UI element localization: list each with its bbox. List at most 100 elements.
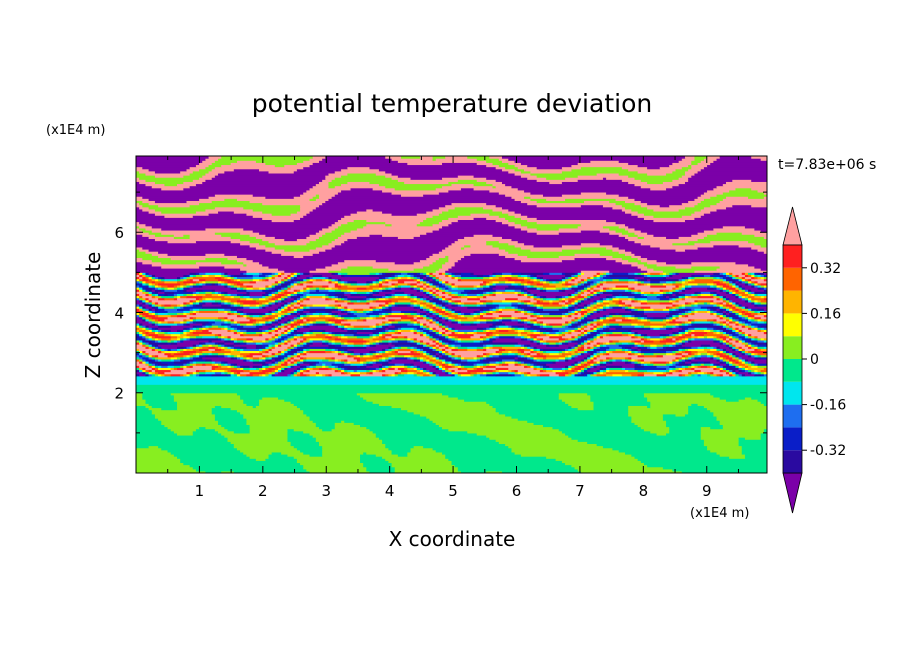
field-cell [382,306,386,309]
field-cell [536,363,547,366]
field-cell [524,327,528,330]
field-cell [284,358,289,362]
field-cell [423,367,427,371]
field-cell [587,369,598,373]
field-cell [470,373,475,377]
field-cell [492,346,503,349]
field-cell [385,312,389,316]
field-cell [287,325,292,328]
field-cell [492,405,572,409]
field-cell [249,428,289,432]
field-cell [161,365,169,368]
field-cell [271,291,276,294]
field-cell [574,371,579,375]
field-cell [593,348,598,352]
field-cell [738,327,749,330]
field-cell [136,358,140,362]
field-cell [546,322,550,326]
field-cell [432,310,437,313]
field-cell [142,396,175,400]
field-cell [240,350,260,354]
field-cell [429,346,434,349]
field-cell [520,346,525,349]
field-cell [397,367,405,371]
field-cell [438,297,443,301]
field-cell [442,291,446,294]
field-cell [167,449,241,453]
field-cell [719,312,724,316]
field-cell [148,358,153,362]
field-cell [612,306,623,309]
field-cell [287,360,292,364]
field-cell [221,363,225,366]
field-cell [590,327,595,330]
field-cell [442,348,446,352]
field-cell [416,346,421,349]
field-cell [659,339,677,343]
field-cell [669,295,677,299]
field-cell [136,322,140,326]
field-cell [735,318,740,322]
field-cell [161,329,165,332]
field-cell [498,318,503,322]
field-cell [221,327,225,330]
field-cell [429,373,434,377]
field-cell [255,325,260,328]
field-cell [501,308,516,311]
field-cell [334,312,339,316]
field-cell [536,373,541,377]
field-cell [489,354,494,358]
field-cell [410,295,415,299]
field-cell [259,399,285,402]
field-cell [177,341,200,345]
field-cell [151,409,213,413]
field-cell [476,358,481,362]
field-cell [429,363,434,366]
field-cell [754,310,759,313]
field-cell [675,333,680,337]
field-cell [322,337,330,341]
field-cell [678,350,683,354]
field-cell [587,310,591,313]
field-cell [341,339,348,343]
field-cell [716,418,767,421]
field-cell [413,318,418,322]
field-cell [347,344,355,347]
field-cell [360,293,371,297]
field-cell [423,312,427,316]
field-cell [634,360,639,364]
field-cell [344,316,352,320]
field-cell [675,341,680,345]
field-cell [287,439,317,442]
field-cell [262,314,266,318]
field-cell [763,339,767,343]
field-cell [476,367,484,371]
field-cell [293,310,298,313]
field-cell [517,325,525,328]
field-cell [268,371,273,375]
field-cell [530,320,535,324]
field-cell [580,327,585,330]
field-cell [419,308,424,311]
field-cell [587,354,591,358]
field-cell [527,346,531,349]
field-cell [366,358,374,362]
field-cell [432,420,528,423]
field-cell [539,365,544,368]
field-cell [533,303,538,307]
field-cell [218,333,222,337]
field-cell [640,318,648,322]
field-cell [158,348,162,352]
field-cell [145,301,150,305]
field-cell [460,344,484,347]
field-cell [161,346,178,349]
field-cell [274,369,279,373]
field-cell [274,308,279,311]
field-cell [669,344,673,347]
field-cell [328,312,333,316]
field-cell [306,369,311,373]
field-cell [517,358,531,362]
field-cell [561,325,566,328]
field-cell [530,325,538,328]
field-cell [732,348,737,352]
